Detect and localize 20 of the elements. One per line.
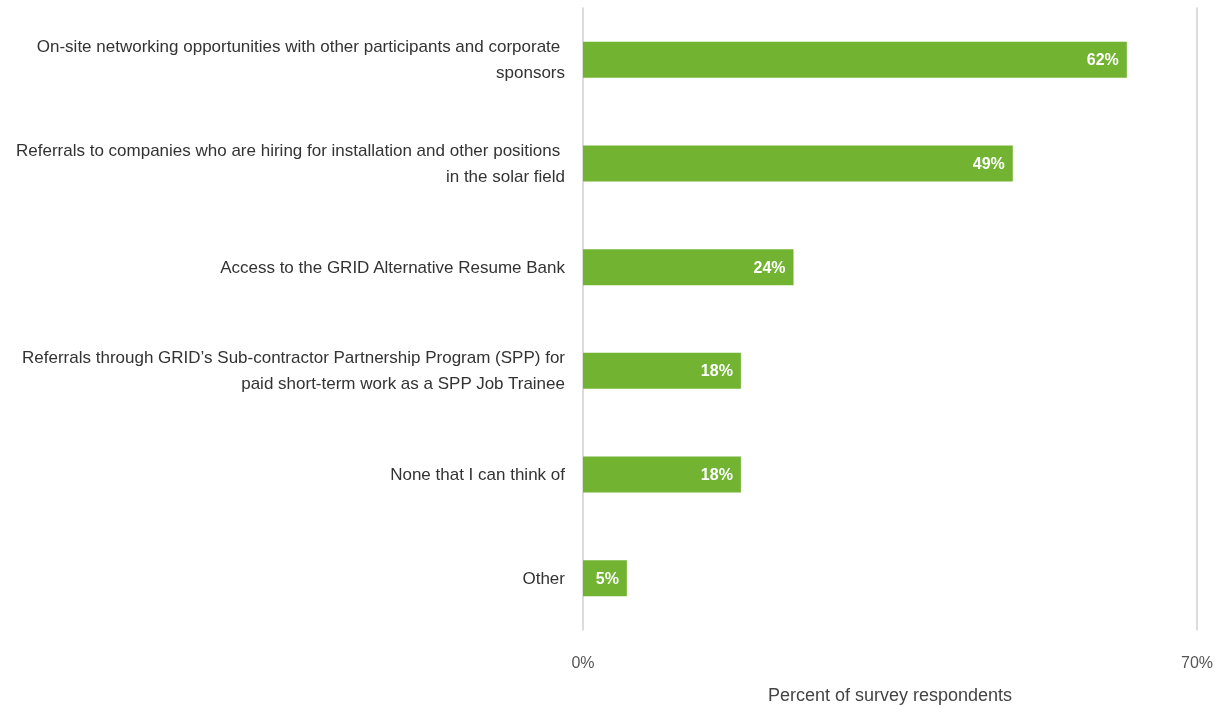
y-tick-label: Other (522, 568, 566, 588)
x-tick-label: 0% (571, 653, 595, 671)
data-label: 49% (972, 155, 1005, 172)
bar (583, 145, 1013, 182)
data-label: 5% (595, 569, 619, 587)
y-tick-label: Referrals to companies who are hiring for installation and other positions in the solar field (15, 141, 565, 186)
y-tick-label: Access to the GRID Alternative Resume Bank (220, 257, 566, 277)
y-tick-label: Referrals through GRID’s Sub-contractor Partnership Program (SPP) for paid short-term work as a SPP Job Trainee (22, 348, 566, 394)
x-axis-title: Percent of survey respondents (767, 685, 1013, 705)
data-label: 18% (700, 362, 733, 380)
data-label: 62% (1086, 51, 1119, 69)
bar (583, 249, 794, 286)
bar (583, 352, 741, 389)
data-label: 24% (753, 258, 786, 276)
bar (583, 456, 741, 493)
x-tick-label: 70% (1180, 653, 1214, 671)
data-label: 18% (700, 466, 733, 483)
bar (583, 41, 1127, 78)
y-tick-label: None that I can think of (390, 465, 566, 484)
y-tick-label: On-site networking opportunities with other participants and corporate sponsors (36, 37, 565, 83)
